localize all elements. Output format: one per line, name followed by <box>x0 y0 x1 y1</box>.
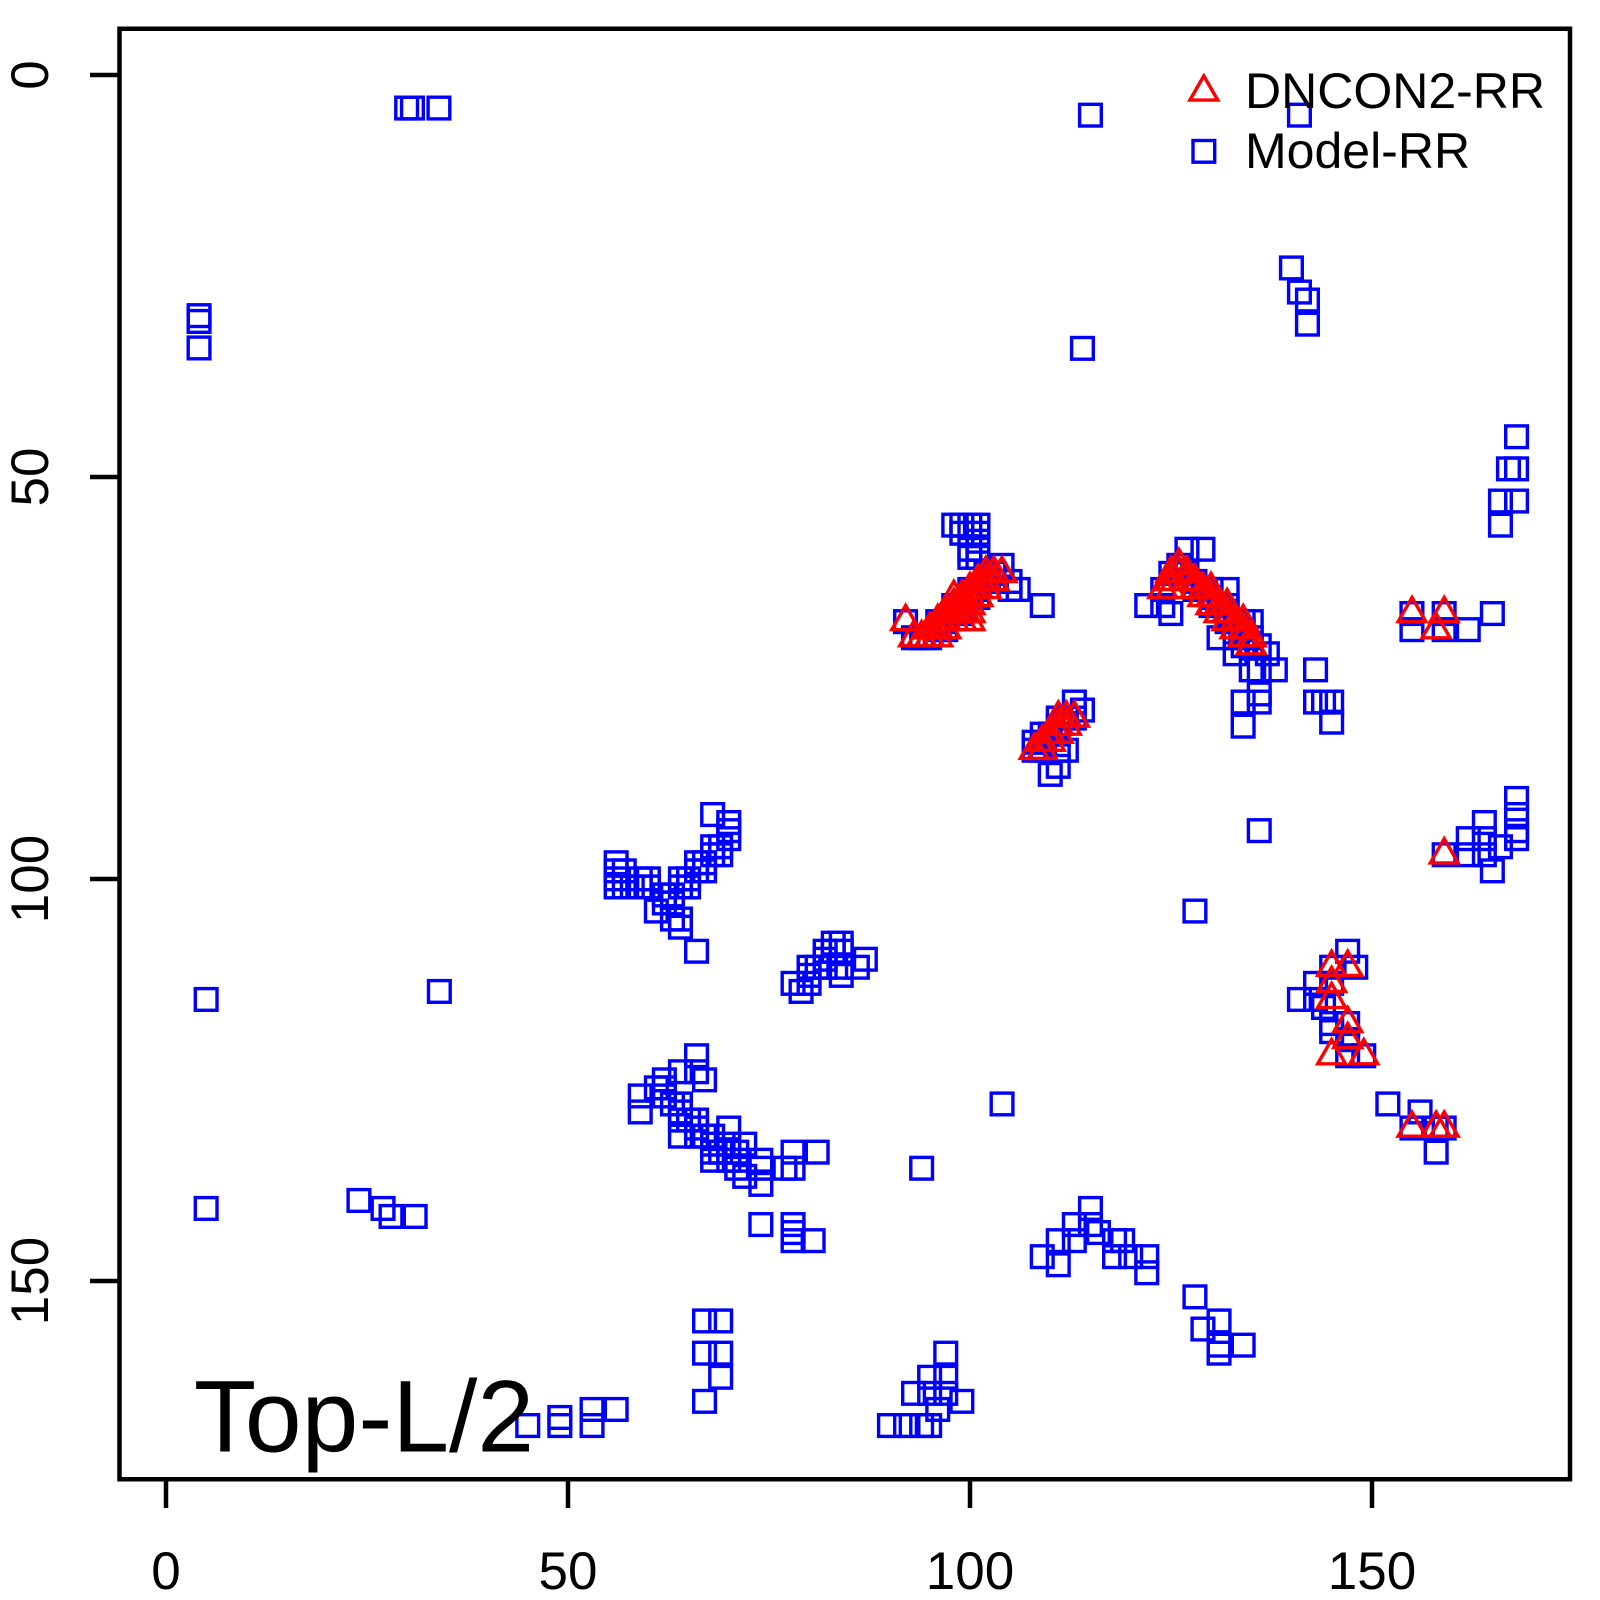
svg-text:50: 50 <box>539 1542 598 1600</box>
svg-text:100: 100 <box>1 835 60 923</box>
svg-text:DNCON2-RR: DNCON2-RR <box>1245 63 1545 119</box>
svg-text:0: 0 <box>1 60 60 89</box>
svg-text:150: 150 <box>1 1237 60 1325</box>
svg-text:150: 150 <box>1328 1542 1416 1600</box>
svg-text:Model-RR: Model-RR <box>1245 123 1470 179</box>
svg-text:50: 50 <box>1 448 60 507</box>
svg-text:100: 100 <box>926 1542 1014 1600</box>
svg-text:Top-L/2: Top-L/2 <box>194 1360 534 1474</box>
svg-text:0: 0 <box>151 1542 180 1600</box>
